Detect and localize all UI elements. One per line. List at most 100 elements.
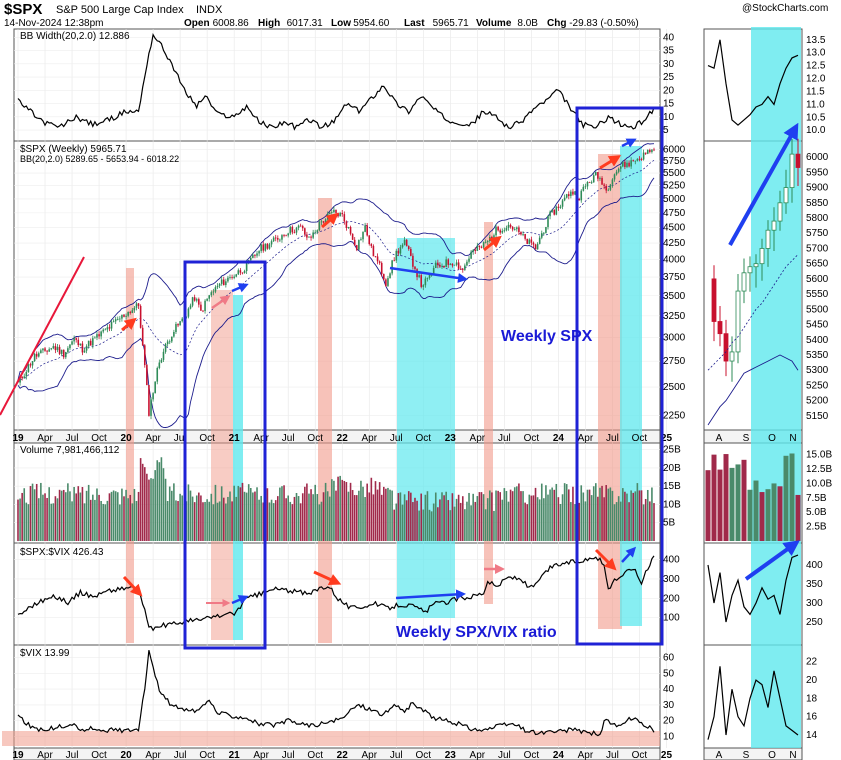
volume-bar	[522, 491, 524, 541]
volume-bar	[634, 491, 637, 541]
volume-bar	[416, 500, 418, 541]
volume-bar	[258, 499, 260, 541]
volume-bar	[324, 482, 327, 541]
candle-body	[146, 365, 148, 386]
volume-bar	[430, 511, 433, 541]
volume-bar	[520, 491, 522, 541]
candle-body	[472, 249, 474, 252]
volume-bar	[129, 494, 132, 541]
candle-body	[430, 275, 433, 276]
x-tick-label: Jul	[66, 433, 79, 444]
volume-bar	[507, 501, 510, 541]
volume-bar	[624, 491, 626, 541]
inset-bb-width-line	[707, 39, 799, 126]
candle-body	[474, 249, 477, 251]
watermark: @StockCharts.com	[742, 3, 828, 14]
inset-volume-bar	[795, 494, 801, 541]
y-tick-label: 60	[663, 652, 675, 663]
volume-bar	[559, 503, 562, 541]
candle-body	[181, 318, 183, 322]
volume-bar	[254, 491, 256, 541]
candle-body	[449, 263, 452, 265]
x-tick-label: Apr	[470, 750, 486, 760]
candle-body	[23, 376, 26, 379]
volume-bar	[150, 478, 152, 541]
inset-y-tick-label: 12.5B	[806, 464, 832, 475]
volume-bar	[181, 495, 183, 541]
candle-body	[374, 256, 377, 258]
inset-y-tick-label: 20	[806, 675, 818, 686]
volume-bar	[397, 493, 400, 541]
volume-bar	[339, 475, 341, 541]
bb-width-line	[17, 32, 655, 131]
y-tick-label: 5	[663, 125, 669, 136]
x-tick-label: 25	[661, 433, 673, 444]
volume-bar	[173, 483, 175, 541]
volume-bar	[191, 496, 194, 541]
volume-bar	[651, 487, 653, 541]
volume-bar	[466, 501, 468, 541]
volume-bar	[85, 490, 88, 541]
candle-body	[505, 227, 508, 231]
x-tick-label: 19	[12, 433, 24, 444]
candle-body	[642, 152, 645, 160]
volume-bar	[279, 487, 281, 541]
volume-bar	[158, 462, 161, 541]
volume-bar	[266, 488, 269, 541]
y-tick-label: 5B	[663, 518, 676, 529]
candle-body	[607, 189, 610, 191]
inset-candle-body	[783, 187, 789, 204]
volume-bar	[220, 486, 223, 541]
candle-body	[143, 345, 146, 366]
volume-bar	[116, 492, 119, 541]
volume-bar	[376, 489, 379, 541]
candle-body	[335, 209, 337, 213]
y-tick-label: 4000	[663, 255, 686, 266]
candle-body	[69, 344, 71, 349]
volume-bar	[385, 488, 387, 541]
volume-bar	[640, 490, 643, 541]
candle-body	[123, 314, 125, 317]
inset-y-tick-label: 5900	[806, 183, 829, 194]
candle-body	[260, 244, 262, 252]
volume-bar	[187, 484, 190, 541]
candle-body	[189, 305, 192, 309]
volume-bar	[611, 490, 614, 541]
x-tick-label: 20	[121, 750, 133, 760]
candle-body	[414, 266, 416, 270]
inset-candle-body	[723, 333, 729, 362]
candle-body	[339, 212, 341, 217]
chart-symbol: $SPX	[4, 1, 42, 18]
inset-volume-bar	[753, 480, 759, 541]
volume-bar	[31, 483, 34, 541]
candle-body	[233, 276, 235, 278]
volume-bar	[563, 483, 566, 541]
candle-body	[67, 348, 69, 353]
volume-bar	[141, 463, 144, 541]
candle-body	[389, 273, 391, 279]
candle-body	[137, 303, 140, 306]
volume-bar	[401, 504, 404, 541]
volume-bar	[451, 493, 454, 541]
volume-bar	[310, 489, 312, 541]
volume-bar	[403, 494, 406, 541]
volume-bar	[285, 498, 287, 541]
candle-body	[110, 322, 113, 329]
candle-body	[222, 279, 225, 286]
candle-body	[393, 260, 395, 262]
y-tick-label: 400	[663, 555, 680, 566]
volume-bar	[171, 490, 173, 541]
volume-bar	[110, 491, 113, 541]
inset-candle-body	[795, 153, 801, 168]
candle-body	[617, 168, 620, 172]
candle-body	[407, 246, 410, 249]
volume-bar	[73, 486, 75, 541]
volume-bar	[104, 504, 107, 541]
candle-body	[116, 318, 119, 320]
candle-body	[229, 277, 231, 278]
red-arrow	[121, 317, 137, 332]
candle-body	[638, 158, 641, 160]
candle-body	[634, 160, 637, 162]
candle-body	[636, 158, 639, 161]
inset-x-tick-label: N	[789, 433, 796, 444]
